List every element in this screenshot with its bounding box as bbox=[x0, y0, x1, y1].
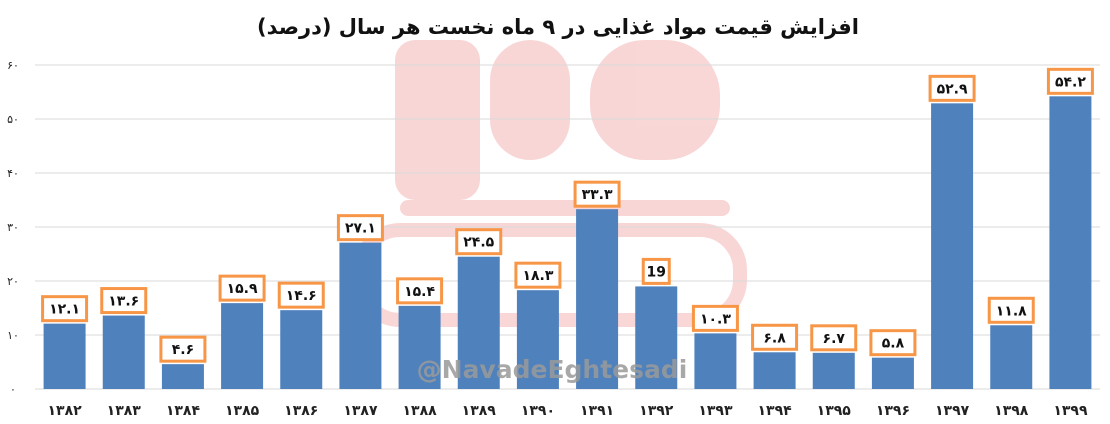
y-tick-label: ۲۰ bbox=[7, 275, 19, 288]
data-label-box bbox=[277, 281, 325, 309]
y-tick-label: ۰ bbox=[10, 383, 16, 396]
x-tick-label: ۱۳۹۸ bbox=[994, 403, 1029, 419]
bar bbox=[280, 310, 323, 389]
x-tick-label: ۱۳۹۱ bbox=[580, 403, 614, 419]
bar bbox=[990, 325, 1033, 389]
data-label-box bbox=[573, 180, 621, 208]
x-tick-label: ۱۳۹۰ bbox=[521, 403, 555, 419]
data-label-box bbox=[396, 277, 444, 305]
data-label-box bbox=[641, 257, 671, 285]
watermark-text: @NavadeEghtesadi bbox=[417, 355, 688, 384]
data-label-box bbox=[514, 261, 562, 289]
x-tick-label: ۱۳۹۲ bbox=[639, 403, 674, 419]
data-label: ۲۷.۱ bbox=[345, 221, 376, 237]
data-label-box bbox=[218, 274, 266, 302]
bar bbox=[753, 352, 796, 389]
watermark-logo bbox=[353, 40, 747, 327]
data-label-box bbox=[100, 287, 148, 315]
x-tick-label: ۱۳۹۵ bbox=[817, 403, 852, 419]
bar bbox=[43, 323, 86, 389]
x-tick-label: ۱۳۹۳ bbox=[698, 403, 733, 419]
x-tick-label: ۱۳۸۵ bbox=[225, 403, 260, 419]
bar bbox=[871, 357, 914, 389]
data-label: ۱۴.۶ bbox=[286, 288, 317, 304]
data-label-box bbox=[691, 304, 739, 332]
bar bbox=[812, 352, 855, 389]
data-label: ۱۵.۴ bbox=[404, 284, 435, 300]
data-label: ۴.۶ bbox=[172, 342, 194, 358]
data-label-box bbox=[455, 228, 503, 256]
data-label: ۳۳.۳ bbox=[582, 187, 613, 203]
data-label-box bbox=[987, 296, 1035, 324]
data-label-box bbox=[41, 295, 89, 323]
bar bbox=[398, 305, 441, 389]
x-tick-label: ۱۳۸۹ bbox=[462, 403, 497, 419]
gridlines bbox=[35, 64, 1100, 390]
bars bbox=[43, 96, 1092, 389]
data-label-box bbox=[869, 329, 917, 357]
data-labels: ۱۲.۱ ۱۳.۶ ۴.۶ ۱۵.۹ ۱۴.۶ ۲۷.۱ ۱۵.۴ ۲۴.۵ ۱۸.۳ ۳۳.۳ 1… bbox=[41, 67, 1094, 363]
bar bbox=[161, 364, 204, 389]
data-label: ۵۲.۹ bbox=[937, 81, 968, 97]
chart-title: افزایش قیمت مواد غذایی در ۹ ماه نخست هر … bbox=[257, 15, 859, 39]
data-label-box bbox=[751, 323, 799, 351]
data-label-box bbox=[928, 74, 976, 102]
data-label-box bbox=[159, 335, 207, 363]
y-tick-label: ۳۰ bbox=[7, 221, 19, 234]
watermark: @NavadeEghtesadi bbox=[417, 355, 688, 384]
data-label-box bbox=[336, 214, 384, 242]
data-label: ۱۰.۳ bbox=[700, 311, 731, 327]
x-tick-label: ۱۳۸۲ bbox=[47, 403, 82, 419]
data-label: ۲۴.۵ bbox=[463, 235, 494, 251]
y-tick-label: ۱۰ bbox=[7, 329, 19, 342]
x-tick-label: ۱۳۸۳ bbox=[107, 403, 142, 419]
data-label: ۱۵.۹ bbox=[227, 281, 258, 297]
data-label-box bbox=[1046, 67, 1094, 95]
x-tick-label: ۱۳۹۴ bbox=[757, 403, 792, 419]
y-tick-label: ۵۰ bbox=[7, 113, 19, 126]
x-tick-label: ۱۳۹۷ bbox=[935, 403, 970, 419]
data-label: ۱۳.۶ bbox=[108, 294, 139, 310]
y-tick-label: ۶۰ bbox=[7, 59, 19, 72]
bar bbox=[694, 333, 737, 389]
y-tick-label: ۴۰ bbox=[7, 167, 19, 180]
bar bbox=[339, 242, 382, 389]
x-tick-label: ۱۳۸۴ bbox=[166, 403, 201, 419]
data-label: ۶.۸ bbox=[763, 330, 786, 346]
x-axis: ۱۳۸۲ ۱۳۸۳ ۱۳۸۴ ۱۳۸۵ ۱۳۸۶ ۱۳۸۷ ۱۳۸۸ ۱۳۸۹ ۱۳۹۰ ۱۳۹۱… bbox=[47, 403, 1087, 419]
data-label-box bbox=[810, 324, 858, 352]
bar bbox=[576, 209, 619, 389]
data-label: 19 bbox=[647, 264, 666, 280]
data-label: ۱۱.۸ bbox=[996, 303, 1027, 319]
data-label: ۵.۸ bbox=[882, 336, 905, 352]
x-tick-label: ۱۳۸۶ bbox=[284, 403, 318, 419]
bar bbox=[516, 290, 559, 389]
x-tick-label: ۱۳۹۹ bbox=[1053, 403, 1088, 419]
x-tick-label: ۱۳۸۷ bbox=[343, 403, 378, 419]
bar bbox=[1049, 96, 1092, 389]
data-label: ۱۸.۳ bbox=[522, 268, 553, 284]
x-tick-label: ۱۳۸۸ bbox=[402, 403, 437, 419]
y-axis: ۰ ۱۰ ۲۰ ۳۰ ۴۰ ۵۰ ۶۰ bbox=[7, 59, 19, 396]
data-label: ۱۲.۱ bbox=[49, 302, 80, 318]
bar bbox=[457, 256, 500, 389]
x-tick-label: ۱۳۹۶ bbox=[876, 403, 910, 419]
data-label: ۶.۷ bbox=[823, 331, 846, 347]
bar bbox=[221, 303, 264, 389]
bar bbox=[931, 103, 974, 389]
data-label: ۵۴.۲ bbox=[1055, 74, 1086, 90]
bar bbox=[102, 315, 145, 389]
bar bbox=[635, 286, 678, 389]
